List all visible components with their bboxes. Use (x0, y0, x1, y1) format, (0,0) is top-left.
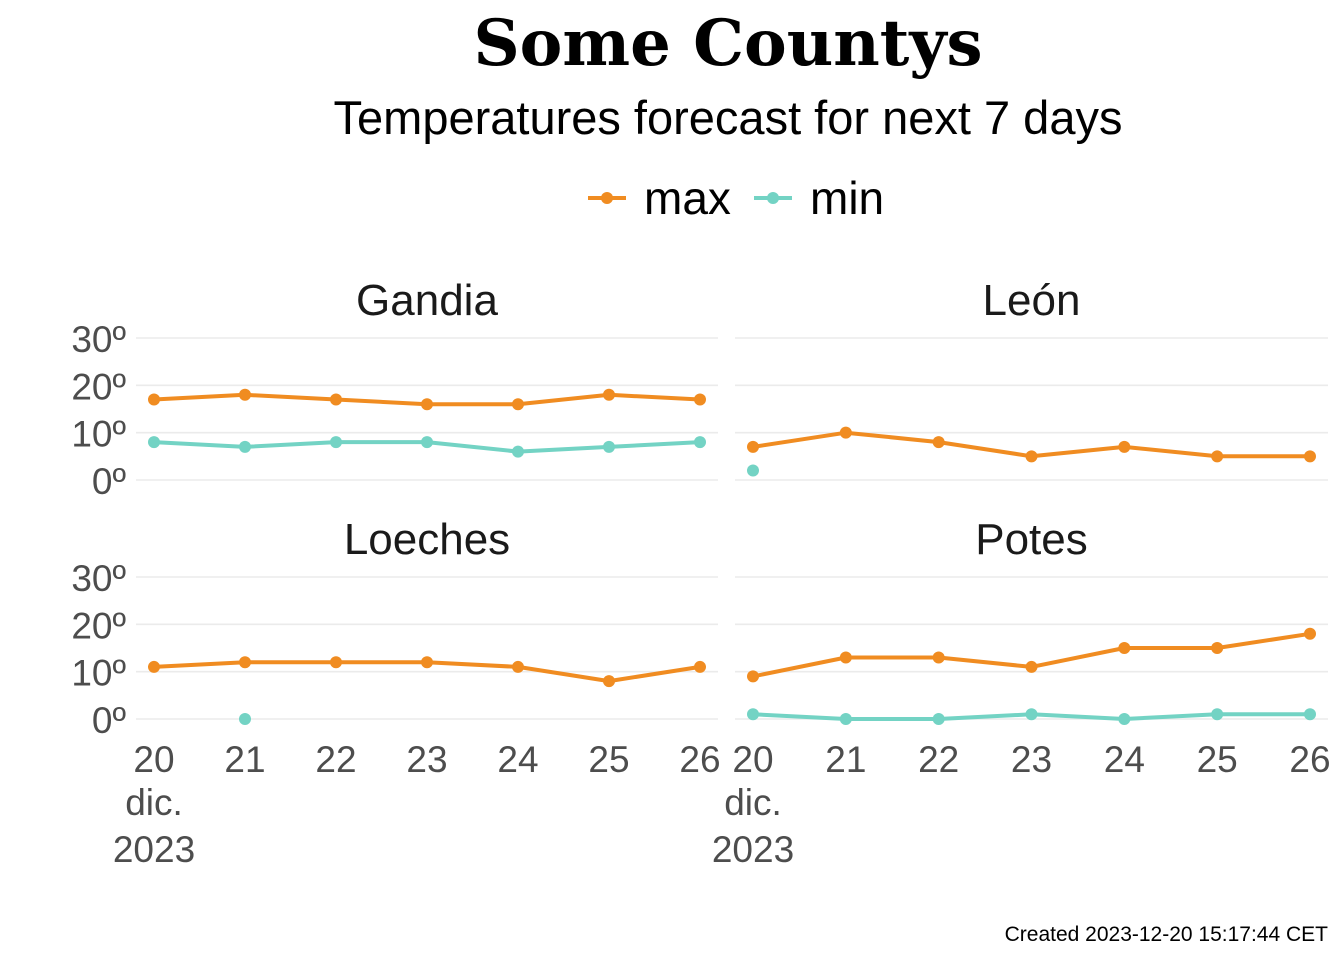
x-tick-sublabel: 2023 (712, 829, 794, 870)
x-tick-label: 26 (679, 739, 720, 780)
data-point-max (1118, 440, 1131, 453)
facet-le-n: León (735, 276, 1328, 481)
facet-loeches: Loeches 0º 10º 20º 30º 20 21 22 23 24 25 26 dic. 2023 (71, 515, 720, 870)
data-point-min (1025, 708, 1038, 721)
data-point-max (148, 660, 160, 673)
series-max (148, 388, 706, 411)
x-tick-label: 22 (918, 739, 959, 780)
data-point-max (239, 656, 251, 669)
data-point-min (839, 713, 852, 725)
data-point-min (239, 440, 251, 453)
data-point-max (1025, 450, 1038, 463)
y-tick-label: 10º (71, 653, 126, 694)
data-point-max (239, 388, 251, 401)
data-point-max (1025, 660, 1038, 673)
data-point-max (512, 660, 524, 673)
facet-panels: Gandia 0º 10º 20º 30º León Loeches 0º 10º 20º 30º 2… (71, 276, 1330, 870)
x-tick-label: 20 (133, 739, 174, 780)
legend-item-min: min (754, 172, 884, 224)
legend: max min (588, 172, 884, 224)
data-point-min (747, 708, 759, 721)
x-tick-label: 21 (224, 739, 265, 780)
legend-label: max (644, 172, 731, 224)
data-point-max (421, 656, 433, 669)
facet-potes: Potes 20 21 22 23 24 25 26 dic. 2023 (712, 515, 1331, 870)
data-point-max (747, 670, 759, 683)
data-point-max (603, 675, 615, 688)
data-point-max (603, 388, 615, 401)
data-point-min (148, 436, 160, 449)
x-tick-label: 23 (1011, 739, 1052, 780)
y-tick-label: 20º (71, 366, 126, 407)
x-tick-label: 24 (497, 739, 538, 780)
x-tick-label: 26 (1289, 739, 1330, 780)
data-point-min (694, 436, 706, 449)
y-tick-label: 10º (71, 414, 126, 455)
y-tick-label: 0º (92, 461, 127, 502)
facet-title: Potes (975, 515, 1088, 564)
x-tick-sublabel: dic. (125, 782, 183, 823)
data-point-min (512, 445, 524, 458)
facet-title: León (983, 276, 1081, 325)
data-point-max (1211, 642, 1224, 654)
facet-gandia: Gandia 0º 10º 20º 30º (71, 276, 718, 502)
series-min (747, 464, 759, 477)
legend-item-max: max (588, 172, 731, 224)
data-point-max (512, 398, 524, 411)
data-point-min (1211, 708, 1224, 721)
data-point-max (148, 393, 160, 406)
legend-key-point (601, 192, 613, 204)
x-tick-label: 25 (1197, 739, 1238, 780)
data-point-max (1211, 450, 1224, 463)
chart-subtitle: Temperatures forecast for next 7 days (334, 91, 1123, 144)
series-min (239, 713, 251, 725)
data-point-min (239, 713, 251, 725)
data-point-max (839, 651, 852, 664)
y-tick-label: 30º (71, 319, 126, 360)
y-tick-label: 0º (92, 700, 127, 741)
legend-key-point (767, 192, 779, 204)
x-tick-label: 23 (406, 739, 447, 780)
caption: Created 2023-12-20 15:17:44 CET (1005, 923, 1329, 946)
data-point-min (1304, 708, 1316, 721)
x-tick-label: 21 (825, 739, 866, 780)
data-point-min (421, 436, 433, 449)
data-point-max (1304, 450, 1316, 463)
data-point-max (694, 393, 706, 406)
x-tick-label: 20 (732, 739, 773, 780)
facet-title: Loeches (344, 515, 510, 564)
x-tick-label: 22 (315, 739, 356, 780)
data-point-max (421, 398, 433, 411)
data-point-max (694, 660, 706, 673)
facet-title: Gandia (356, 276, 498, 325)
x-tick-label: 25 (588, 739, 629, 780)
legend-label: min (810, 172, 884, 224)
x-tick-sublabel: dic. (724, 782, 782, 823)
data-point-max (932, 436, 945, 449)
data-point-min (747, 464, 759, 477)
data-point-max (747, 440, 759, 453)
data-point-max (330, 656, 342, 669)
series-max (148, 656, 706, 688)
data-point-min (603, 440, 615, 453)
data-point-min (932, 713, 945, 725)
data-point-max (839, 426, 852, 439)
data-point-min (330, 436, 342, 449)
data-point-min (1118, 713, 1131, 725)
data-point-max (1118, 642, 1131, 654)
x-tick-sublabel: 2023 (113, 829, 195, 870)
series-min (148, 436, 706, 458)
data-point-max (932, 651, 945, 664)
data-point-max (1304, 627, 1316, 640)
series-min (747, 708, 1316, 725)
series-max (747, 627, 1316, 683)
y-tick-label: 20º (71, 605, 126, 646)
y-tick-label: 30º (71, 558, 126, 599)
chart-title: Some Countys (473, 6, 982, 81)
data-point-max (330, 393, 342, 406)
x-tick-label: 24 (1104, 739, 1145, 780)
series-max (747, 426, 1316, 463)
